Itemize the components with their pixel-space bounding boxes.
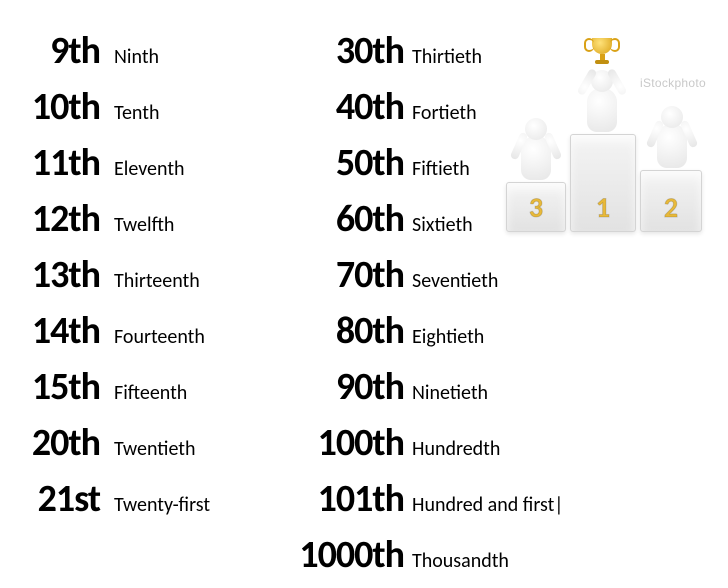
ordinal-word: Thirtieth: [412, 45, 482, 69]
ordinal-number: 50th: [256, 140, 404, 186]
ordinal-row: 100th Hundredth: [256, 420, 576, 468]
ordinal-number: 15th: [10, 364, 100, 410]
ordinal-word: Eightieth: [412, 325, 484, 349]
ordinal-row: 14th Fourteenth: [10, 308, 256, 356]
ordinal-row: 21st Twenty-first: [10, 476, 256, 524]
podium-number: 3: [529, 190, 543, 225]
ordinal-row: 13th Thirteenth: [10, 252, 256, 300]
ordinal-word: Ninetieth: [412, 381, 488, 405]
ordinal-row: 101th Hundred and first|: [256, 476, 576, 524]
ordinal-number: 30th: [256, 28, 404, 74]
ordinal-word: Ninth: [114, 45, 159, 69]
ordinal-row: 15th Fifteenth: [10, 364, 256, 412]
ordinal-number: 1000th: [256, 532, 404, 578]
ordinal-word: Twelfth: [114, 213, 174, 237]
ordinal-number: 101th: [256, 476, 404, 522]
ordinal-word: Twentieth: [114, 437, 196, 461]
ordinal-word: Fiftieth: [412, 157, 470, 181]
trophy-icon: [591, 38, 613, 66]
ordinal-number: 20th: [10, 420, 100, 466]
ordinal-number: 40th: [256, 84, 404, 130]
podium-number: 2: [664, 190, 678, 225]
stock-watermark: iStockphoto: [640, 76, 706, 90]
podium-illustration: iStockphoto 3 1 2: [492, 12, 712, 242]
ordinal-number: 70th: [256, 252, 404, 298]
podium-block-2: 2: [640, 170, 702, 232]
ordinal-row: 80th Eightieth: [256, 308, 576, 356]
ordinal-word: Fourteenth: [114, 325, 205, 349]
ordinal-word: Sixtieth: [412, 213, 473, 237]
ordinal-word: Twenty-first: [114, 493, 210, 517]
ordinal-number: 60th: [256, 196, 404, 242]
ordinal-word: Seventieth: [412, 269, 498, 293]
ordinal-word: Thirteenth: [114, 269, 200, 293]
ordinal-number: 12th: [10, 196, 100, 242]
ordinal-number: 21st: [10, 476, 100, 522]
podium-number: 1: [596, 190, 610, 225]
ordinal-number: 11th: [10, 140, 100, 186]
figure-first-icon: [582, 88, 622, 132]
ordinal-number: 13th: [10, 252, 100, 298]
ordinal-word: Fortieth: [412, 101, 477, 125]
ordinal-row: 11th Eleventh: [10, 140, 256, 188]
column-left: 9th Ninth 10th Tenth 11th Eleventh 12th …: [10, 28, 256, 588]
ordinal-word: Thousandth: [412, 549, 509, 573]
ordinal-word: Eleventh: [114, 157, 185, 181]
ordinal-row: 90th Ninetieth: [256, 364, 576, 412]
ordinal-number: 9th: [10, 28, 100, 74]
ordinal-number: 90th: [256, 364, 404, 410]
ordinal-number: 10th: [10, 84, 100, 130]
figure-third-icon: [516, 136, 556, 180]
ordinal-number: 80th: [256, 308, 404, 354]
ordinal-number: 14th: [10, 308, 100, 354]
ordinal-row: 70th Seventieth: [256, 252, 576, 300]
ordinal-word: Fifteenth: [114, 381, 187, 405]
podium-block-1: 1: [570, 134, 636, 232]
podium-block-3: 3: [506, 182, 566, 232]
ordinal-row: 12th Twelfth: [10, 196, 256, 244]
ordinal-row: 10th Tenth: [10, 84, 256, 132]
podium-blocks: 3 1 2: [492, 112, 712, 232]
ordinal-row: 9th Ninth: [10, 28, 256, 76]
ordinal-word: Hundred and first|: [412, 493, 564, 517]
figure-second-icon: [652, 124, 692, 168]
ordinal-row: 20th Twentieth: [10, 420, 256, 468]
ordinal-number: 100th: [256, 420, 404, 466]
ordinal-word: Tenth: [114, 101, 159, 125]
ordinal-row: 1000th Thousandth: [256, 532, 576, 580]
ordinal-word: Hundredth: [412, 437, 500, 461]
